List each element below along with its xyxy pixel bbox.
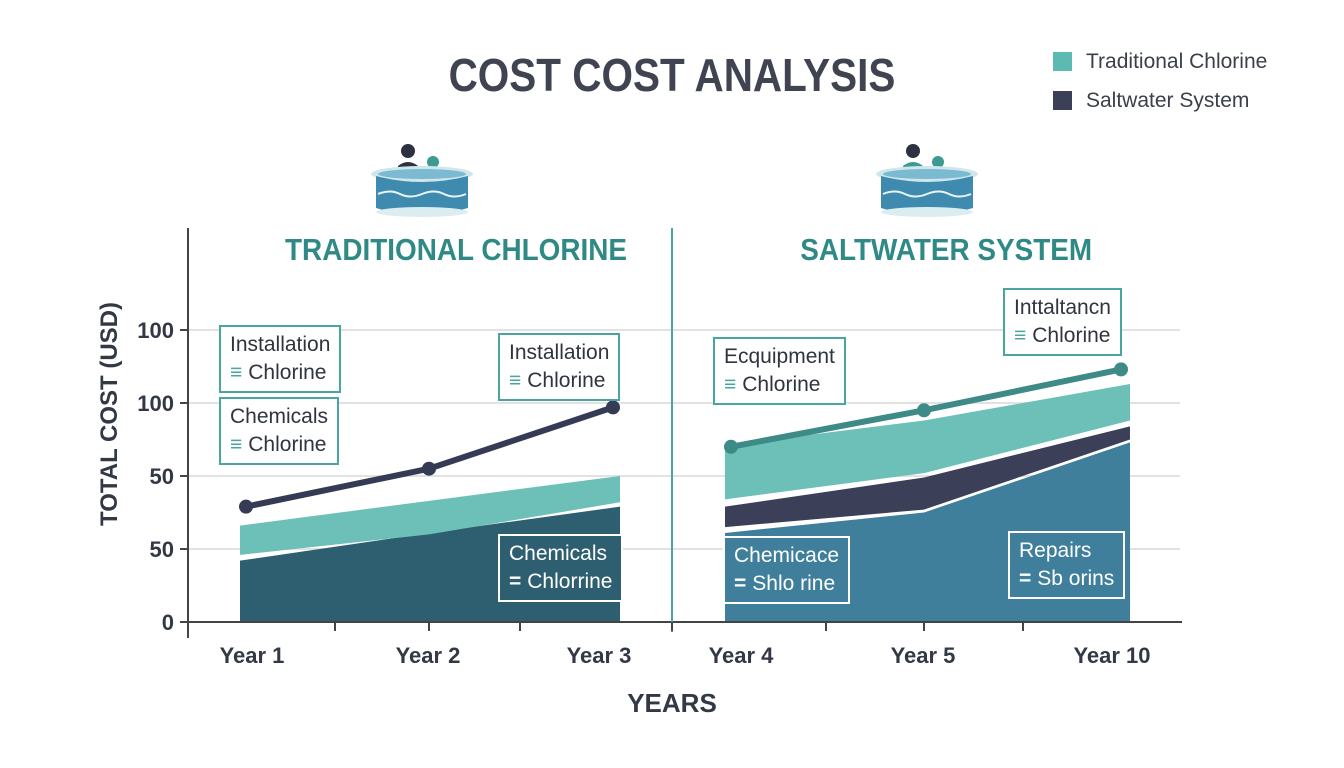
equals-icon: ≡	[724, 373, 737, 396]
annotation-title: Chemicace	[734, 544, 840, 567]
equals-icon: ≡	[230, 433, 243, 456]
x-axis-label: YEARS	[627, 688, 717, 718]
data-point	[239, 499, 253, 514]
data-point	[1114, 362, 1128, 377]
annotation-title: Chemicals	[230, 405, 329, 428]
x-tick-label: Year 4	[709, 643, 775, 668]
series-lines	[239, 362, 1128, 514]
equals-icon: =	[1019, 567, 1032, 590]
annotation-value: Chlorine	[248, 433, 327, 456]
annotation-box: Chemicals ≡ Chlorine	[219, 397, 340, 465]
tick-labels: 0 50 50 100 100 Year 1 Year 2 Year 3 Year 4 Year …	[137, 318, 1150, 668]
annotation-value: Chlorrine	[527, 570, 613, 593]
annotation-value: Chlorine	[742, 373, 821, 396]
annotation-title: Repairs	[1019, 539, 1092, 562]
chart-title: COST COST ANALYSIS	[448, 49, 896, 101]
x-tick-label: Year 1	[220, 643, 285, 668]
annotation-value: Sb orins	[1037, 567, 1115, 590]
equals-icon: ≡	[1014, 324, 1027, 347]
x-tick-label: Year 5	[891, 643, 956, 668]
panel-title-saltwater: SALTWATER SYSTEM	[800, 232, 1093, 267]
annotation-title: Installation	[230, 333, 331, 356]
annotation-value: Chlorine	[1032, 324, 1111, 347]
x-tick-label: Year 2	[396, 643, 461, 668]
area-band	[725, 426, 1130, 528]
y-tick-label: 100	[137, 391, 174, 416]
area-band	[725, 384, 1130, 500]
equals-icon: =	[734, 572, 747, 595]
area-bands	[240, 384, 1130, 622]
annotation-title: Ecquipment	[724, 345, 835, 368]
annotation-box: Installation ≡ Chlorine	[498, 333, 621, 401]
y-tick-label: 100	[137, 318, 174, 343]
equals-icon: ≡	[509, 369, 522, 392]
annotation-value: Chlorine	[248, 361, 327, 384]
axes	[180, 228, 1182, 638]
legend-item-saltwater: Saltwater System	[1053, 81, 1267, 120]
annotation-value: Shlo rine	[752, 572, 836, 595]
legend: Traditional Chlorine Saltwater System	[1053, 42, 1267, 120]
data-point	[917, 403, 931, 418]
annotation-title: Inttaltancn	[1014, 296, 1111, 319]
pool-icon-right	[876, 144, 978, 217]
legend-label: Saltwater System	[1086, 88, 1250, 112]
annotation-title: Chemicals	[509, 542, 608, 565]
legend-label: Traditional Chlorine	[1086, 49, 1268, 73]
annotation-box: Inttaltancn ≡ Chlorine	[1003, 288, 1122, 356]
legend-swatch	[1053, 91, 1072, 110]
y-tick-label: 50	[150, 464, 174, 489]
y-tick-label: 50	[150, 537, 174, 562]
area-band	[240, 476, 620, 555]
annotation-box: Chemicals = Chlorrine	[498, 534, 624, 602]
annotation-box: Repairs = Sb orins	[1008, 531, 1126, 599]
x-tick-label: Year 3	[567, 643, 632, 668]
data-point	[724, 439, 738, 454]
equals-icon: =	[509, 570, 522, 593]
y-tick-label: 0	[162, 610, 174, 635]
annotation-box: Chemicace = Shlo rine	[723, 536, 851, 604]
legend-item-traditional: Traditional Chlorine	[1053, 42, 1267, 81]
annotation-box: Ecquipment ≡ Chlorine	[713, 337, 846, 405]
annotation-value: Chlorine	[527, 369, 606, 392]
panel-title-traditional: TRADITIONAL CHLORINE	[285, 232, 628, 267]
x-tick-label: Year 10	[1073, 643, 1150, 668]
y-axis-label: TOTAL COST (USD)	[96, 302, 123, 526]
equals-icon: ≡	[230, 361, 243, 384]
annotation-box: Installation ≡ Chlorine	[219, 325, 342, 393]
pool-icon-left	[371, 144, 473, 217]
data-point	[606, 400, 620, 415]
legend-swatch	[1053, 52, 1072, 71]
annotation-title: Installation	[509, 341, 610, 364]
data-point	[422, 461, 436, 476]
